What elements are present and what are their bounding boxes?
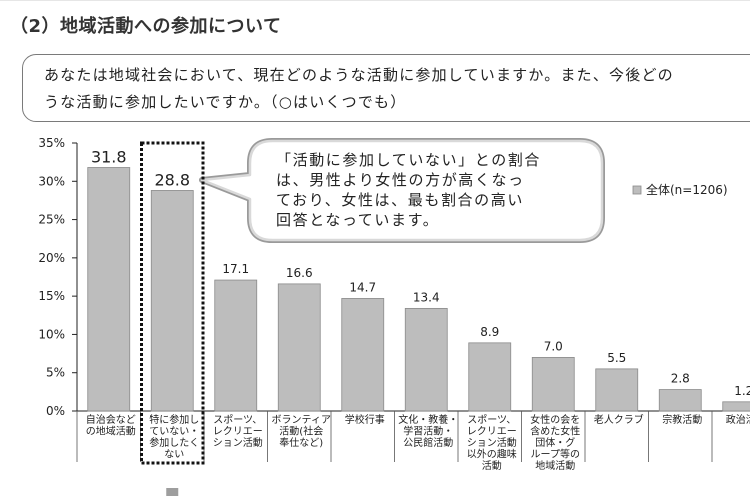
bar xyxy=(722,401,750,412)
bar-value-label: 2.8 xyxy=(671,372,690,386)
category-label: 自治会などの地域活動 xyxy=(86,413,136,438)
bar-value-label: 14.7 xyxy=(349,280,376,294)
bar-value-label: 31.8 xyxy=(91,148,127,167)
bar xyxy=(658,389,702,412)
highlight-box xyxy=(140,141,205,465)
category-label: 老人クラブ xyxy=(594,413,644,426)
bar-value-label: 1.2 xyxy=(734,384,750,398)
section-title: （2）地域活動への参加について xyxy=(10,16,282,37)
y-tick-label: 15% xyxy=(38,289,65,303)
y-tick-label: 0% xyxy=(46,404,65,418)
bar xyxy=(277,283,321,412)
y-tick-label: 30% xyxy=(38,174,65,188)
bar xyxy=(214,279,258,412)
bar xyxy=(468,342,512,412)
category-label: 政治活動 xyxy=(726,413,750,426)
bar xyxy=(531,356,575,412)
bar-value-label: 13.4 xyxy=(413,290,440,304)
callout-text: 「活動に参加していない」との割合 は、男性より女性の方が高くなっ ており、女性は… xyxy=(276,151,542,229)
callout-fill xyxy=(200,139,604,242)
bar xyxy=(404,307,448,412)
category-label: 特に参加していない・参加したくない xyxy=(149,413,199,461)
y-tick-label: 25% xyxy=(38,213,65,227)
down-arrow-icon xyxy=(166,488,179,496)
y-tick-label: 10% xyxy=(38,327,65,341)
category-label: スポーツ、レクリエーション活動以外の趣味活動 xyxy=(467,414,517,472)
category-label: スポーツ、レクリエーション活動 xyxy=(213,414,263,449)
bar-value-label: 8.9 xyxy=(480,325,499,339)
callout-bubble xyxy=(199,138,605,243)
question-box xyxy=(22,54,750,122)
chart-bars: 31.8 自治会などの地域活動 28.8 特に参加していない・参加したくない 17.1 ス… xyxy=(86,148,750,472)
bar-value-label: 16.6 xyxy=(286,266,313,280)
legend-label: 全体(n=1206) xyxy=(646,182,728,197)
category-label: 女性の会を含めた女性団体・グループ等の地域活動 xyxy=(530,413,580,472)
bar xyxy=(595,368,639,412)
bar-value-label: 17.1 xyxy=(222,262,249,276)
chart-overlay xyxy=(140,141,205,496)
y-tick-label: 5% xyxy=(46,366,65,380)
top-divider xyxy=(0,0,750,1)
legend-swatch xyxy=(632,185,642,195)
bar-value-label: 7.0 xyxy=(544,339,563,353)
category-label: 文化・教養・学習活動・公民館活動 xyxy=(398,413,458,449)
category-label: ボランティア活動(社会奉仕など) xyxy=(272,414,331,449)
bar-value-label: 28.8 xyxy=(154,170,190,189)
bar xyxy=(87,167,131,412)
chart-legend: 全体(n=1206) xyxy=(632,182,728,197)
y-tick-label: 35% xyxy=(38,136,65,150)
category-label: 宗教活動 xyxy=(662,413,702,426)
bar xyxy=(150,190,194,412)
y-tick-label: 20% xyxy=(38,251,65,265)
bar xyxy=(341,298,385,412)
category-label: 学校行事 xyxy=(345,413,385,426)
question-text: あなたは地域社会において、現在どのような活動に参加していますか。また、今後どの … xyxy=(44,66,674,111)
bar-value-label: 5.5 xyxy=(607,351,626,365)
